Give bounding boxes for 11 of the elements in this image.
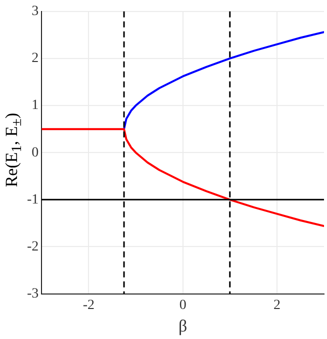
y-tick-label: -2 <box>26 239 39 254</box>
x-tick-label: 2 <box>273 298 280 313</box>
y-tick-label: 2 <box>32 51 39 66</box>
y-tick-label: 3 <box>32 4 39 20</box>
x-tick-label: -2 <box>82 298 95 313</box>
x-axis-title: β <box>178 316 188 336</box>
y-tick-label: -3 <box>26 286 39 302</box>
y-tick-label: -1 <box>26 192 39 208</box>
x-tick-label: 0 <box>179 298 186 313</box>
y-tick-label: 1 <box>32 98 39 114</box>
y-tick-label: 0 <box>32 145 39 160</box>
